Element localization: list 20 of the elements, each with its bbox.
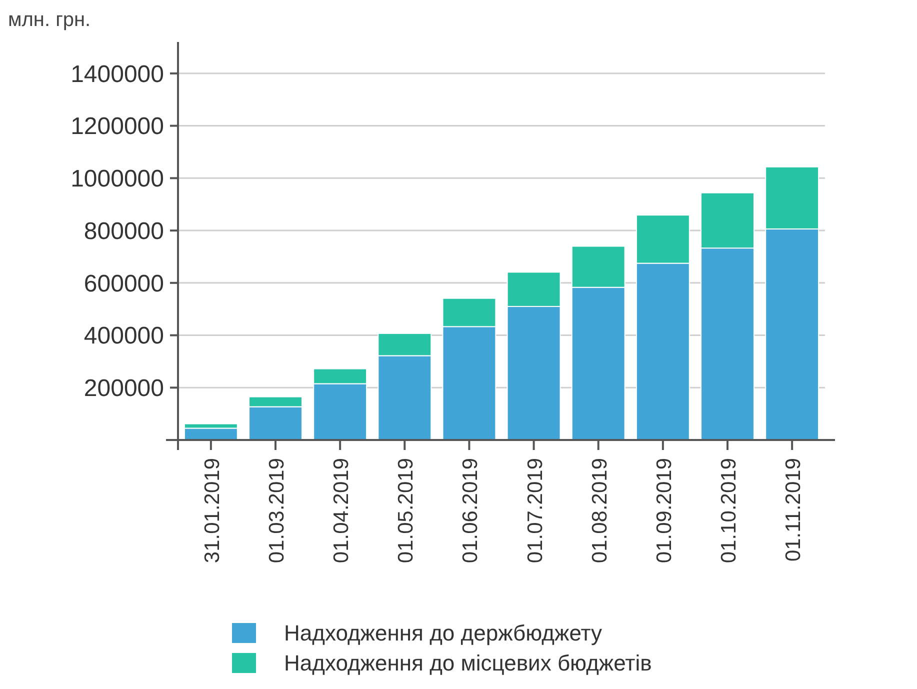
y-tick-label: 1400000 [70, 60, 164, 88]
x-tick-label: 01.06.2019 [459, 458, 482, 564]
x-tick-label: 01.07.2019 [524, 458, 547, 564]
y-tick-label: 1200000 [70, 113, 164, 140]
y-tick-label: 400000 [84, 322, 164, 350]
legend-label: Надходження до місцевих бюджетів [284, 650, 652, 676]
y-tick-label: 600000 [84, 270, 164, 298]
legend-label: Надходження до держбюджету [284, 620, 602, 646]
x-tick-label: 01.09.2019 [652, 458, 676, 564]
x-tick-label: 01.11.2019 [782, 458, 806, 562]
y-tick-label: 1000000 [70, 166, 164, 193]
x-tick-label: 01.10.2019 [718, 458, 740, 564]
x-tick-label: 31.01.2019 [200, 458, 224, 564]
y-tick-label: 200000 [84, 375, 164, 402]
x-tick-label: 01.03.2019 [266, 458, 288, 564]
x-tick-label: 01.05.2019 [394, 458, 418, 564]
x-tick-label: 01.08.2019 [588, 458, 612, 564]
y-tick-label: 800000 [84, 218, 164, 245]
x-tick-label: 01.04.2019 [330, 458, 354, 564]
y-axis-title: млн. грн. [8, 9, 91, 31]
